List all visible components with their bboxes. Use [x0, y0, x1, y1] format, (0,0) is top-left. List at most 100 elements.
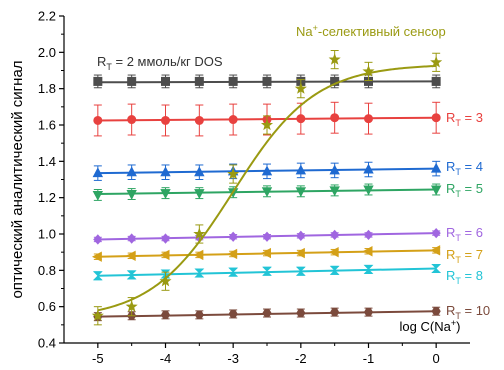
data-point	[127, 233, 137, 244]
data-point	[127, 115, 137, 125]
data-point	[430, 185, 442, 196]
series-4	[93, 227, 441, 245]
data-point	[294, 247, 305, 259]
data-point	[431, 113, 441, 123]
y-tick-label: 0.4	[38, 336, 56, 351]
data-point	[160, 166, 171, 177]
y-tick-label: 1.6	[38, 118, 56, 133]
data-point	[93, 76, 103, 86]
data-point	[262, 309, 272, 317]
y-tick-label: 0.6	[38, 299, 56, 314]
data-point	[328, 246, 339, 258]
data-point	[193, 227, 206, 240]
data-point	[261, 165, 273, 176]
x-tick-label: -3	[227, 351, 239, 366]
series-labels: RT = 2 ммоль/кг DOS RT = 3 RT = 4 RT = 5 RT …	[97, 23, 490, 321]
data-point	[193, 249, 204, 261]
series-7	[93, 306, 441, 322]
x-tick-label: -1	[363, 351, 375, 366]
data-point	[227, 167, 240, 180]
series-label: RT = 6	[446, 225, 483, 243]
data-point	[296, 114, 306, 124]
series-label: RT = 2 ммоль/кг DOS	[97, 54, 223, 72]
data-point	[329, 186, 340, 197]
x-axis-title: log C(Na+)	[400, 318, 461, 334]
x-tick-label: -5	[92, 351, 104, 366]
data-point	[92, 271, 103, 281]
series-label: RT = 3	[446, 110, 483, 128]
data-point	[330, 308, 340, 317]
data-point	[228, 309, 238, 318]
data-point	[363, 308, 374, 317]
data-point	[329, 265, 340, 275]
y-tick-label: 2.2	[38, 9, 56, 24]
y-tick-label: 2.0	[38, 45, 56, 60]
data-point	[160, 310, 171, 319]
data-point	[194, 76, 204, 86]
x-tick-label: -2	[295, 351, 307, 366]
data-point	[330, 113, 340, 123]
series-0	[93, 74, 441, 89]
data-point	[431, 307, 441, 316]
y-tick-label: 1.2	[38, 190, 56, 205]
data-point	[161, 115, 171, 125]
data-point	[431, 264, 442, 274]
data-point	[228, 76, 238, 86]
data-point	[92, 167, 104, 178]
data-point	[93, 115, 103, 125]
data-point	[160, 233, 171, 244]
data-point	[92, 190, 104, 201]
data-point	[261, 247, 272, 259]
data-point	[262, 266, 272, 276]
series-label: Na+-селективный сенсор	[296, 23, 446, 39]
data-point	[126, 166, 137, 177]
data-point	[194, 189, 205, 199]
y-tick-label: 1.0	[38, 227, 56, 242]
x-tick-label: -4	[160, 351, 172, 366]
data-point	[125, 300, 138, 312]
series-label: RT = 4	[446, 159, 483, 177]
data-point	[328, 53, 341, 65]
data-point	[126, 270, 137, 280]
series-label: RT = 7	[446, 247, 483, 265]
data-point	[430, 162, 442, 173]
data-point	[430, 245, 441, 256]
data-point	[159, 249, 170, 261]
data-point	[228, 115, 238, 125]
data-point	[431, 227, 441, 239]
data-point	[260, 118, 274, 131]
data-point	[194, 166, 205, 177]
data-point	[363, 264, 374, 274]
data-point	[294, 82, 307, 94]
data-point	[159, 274, 172, 287]
data-point	[296, 230, 306, 241]
series-6	[92, 264, 442, 281]
series-3	[92, 183, 442, 201]
data-point	[329, 164, 340, 175]
data-point	[228, 267, 239, 277]
data-point	[295, 164, 307, 175]
series-label: RT = 10	[446, 303, 490, 321]
data-point	[362, 246, 373, 257]
data-point	[296, 309, 306, 317]
data-point	[363, 229, 374, 241]
data-point	[261, 187, 273, 198]
data-point	[431, 76, 441, 86]
x-tick-label: 0	[433, 351, 440, 366]
data-point	[262, 231, 272, 242]
y-axis-title: оптический аналитический сигнал	[9, 60, 26, 298]
data-point	[362, 65, 375, 77]
data-point	[228, 231, 238, 242]
y-tick-label: 0.8	[38, 263, 56, 278]
series-label: RT = 8	[446, 268, 483, 286]
data-point	[194, 115, 204, 125]
series-layer	[91, 50, 443, 326]
data-point	[161, 76, 171, 86]
data-point	[227, 248, 238, 260]
series-label: RT = 5	[446, 181, 483, 199]
data-point	[91, 309, 104, 321]
data-point	[330, 229, 340, 241]
data-point	[363, 114, 373, 124]
data-point	[126, 190, 137, 200]
